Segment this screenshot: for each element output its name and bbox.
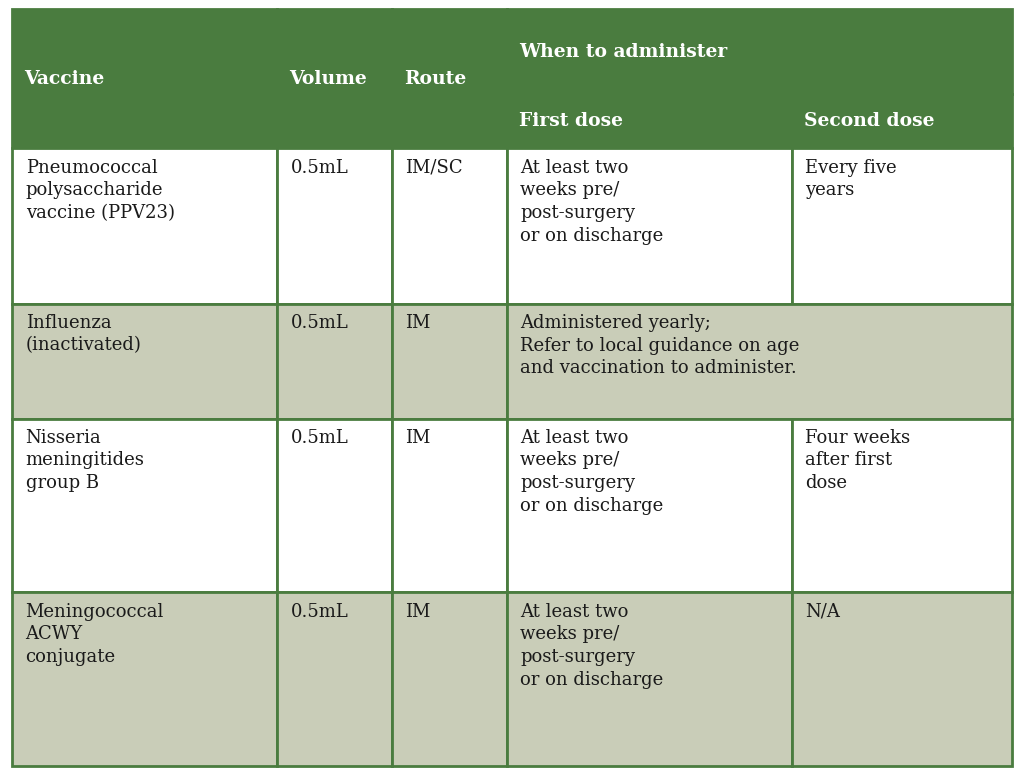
Text: First dose: First dose	[519, 112, 624, 130]
Text: 0.5mL: 0.5mL	[291, 159, 348, 177]
Bar	[12, 592, 278, 766]
Text: Every five
years: Every five years	[805, 159, 897, 199]
Bar	[392, 149, 507, 304]
Text: 0.5mL: 0.5mL	[291, 429, 348, 446]
Bar	[278, 592, 392, 766]
Text: 0.5mL: 0.5mL	[291, 602, 348, 621]
Bar	[507, 9, 1012, 94]
Bar	[278, 149, 392, 304]
Text: 0.5mL: 0.5mL	[291, 314, 348, 332]
Text: Administered yearly;
Refer to local guidance on age
and vaccination to administe: Administered yearly; Refer to local guid…	[520, 314, 800, 377]
Text: Influenza
(inactivated): Influenza (inactivated)	[26, 314, 141, 354]
Text: Pneumococcal
polysaccharide
vaccine (PPV23): Pneumococcal polysaccharide vaccine (PPV…	[26, 159, 175, 222]
Bar	[792, 94, 1012, 149]
Text: IM: IM	[406, 314, 431, 332]
Bar	[278, 9, 392, 149]
Text: Route: Route	[404, 70, 467, 88]
Text: When to administer: When to administer	[519, 43, 727, 60]
Bar	[12, 304, 278, 418]
Bar	[792, 149, 1012, 304]
Text: At least two
weeks pre/
post-surgery
or on discharge: At least two weeks pre/ post-surgery or …	[520, 159, 664, 245]
Text: Vaccine: Vaccine	[25, 70, 104, 88]
Text: IM: IM	[406, 602, 431, 621]
Text: Meningococcal
ACWY
conjugate: Meningococcal ACWY conjugate	[26, 602, 164, 666]
Bar	[507, 94, 792, 149]
Bar	[12, 9, 278, 149]
Bar	[392, 304, 507, 418]
Bar	[392, 9, 507, 149]
Text: At least two
weeks pre/
post-surgery
or on discharge: At least two weeks pre/ post-surgery or …	[520, 429, 664, 515]
Bar	[507, 304, 1012, 418]
Bar	[792, 418, 1012, 592]
Text: Four weeks
after first
dose: Four weeks after first dose	[805, 429, 910, 492]
Text: IM: IM	[406, 429, 431, 446]
Bar	[792, 592, 1012, 766]
Text: Nisseria
meningitides
group B: Nisseria meningitides group B	[26, 429, 144, 492]
Text: Second dose: Second dose	[804, 112, 935, 130]
Bar	[507, 418, 792, 592]
Bar	[12, 149, 278, 304]
Bar	[392, 592, 507, 766]
Bar	[507, 149, 792, 304]
Bar	[392, 418, 507, 592]
Text: IM/SC: IM/SC	[406, 159, 463, 177]
Text: Volume: Volume	[290, 70, 368, 88]
Bar	[278, 418, 392, 592]
Text: N/A: N/A	[805, 602, 840, 621]
Text: At least two
weeks pre/
post-surgery
or on discharge: At least two weeks pre/ post-surgery or …	[520, 602, 664, 689]
Bar	[278, 304, 392, 418]
Bar	[507, 592, 792, 766]
Bar	[12, 418, 278, 592]
